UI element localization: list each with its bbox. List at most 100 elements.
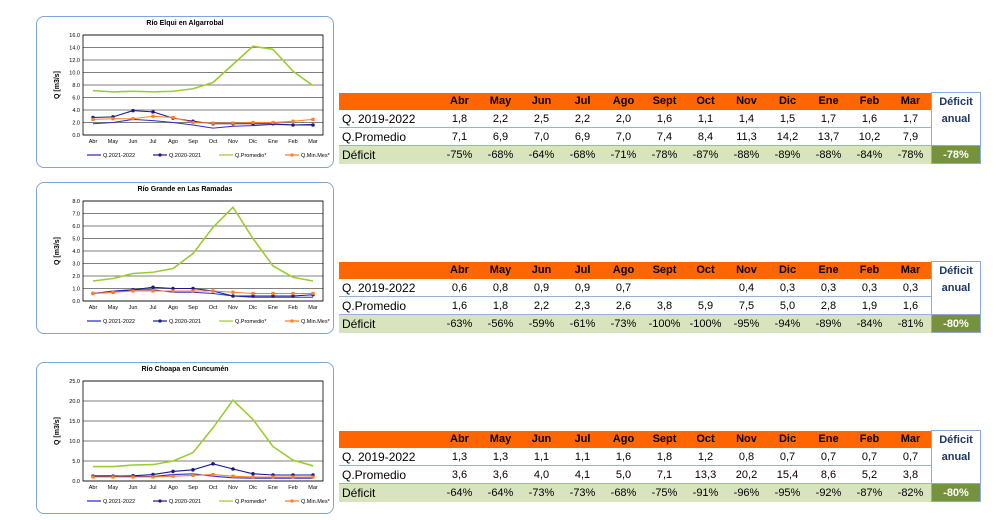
table-cell: 1,4 [726, 110, 767, 128]
deficit-row: Déficit -64% -64% -73% -73% -68% -75% -91% -96% -… [339, 483, 981, 502]
table-cell: 1,5 [767, 110, 808, 128]
table-cell: 2,3 [562, 296, 603, 315]
data-point [191, 120, 195, 125]
deficit-cell: -68% [562, 145, 603, 164]
y-tick-label: 6.0 [72, 96, 80, 102]
deficit-cell: -73% [603, 314, 644, 333]
legend-marker [290, 319, 294, 323]
month-header: Abr [439, 92, 480, 110]
chart-card: Río Choapa en Cuncumén 0.0 5.0 10.0 15.0 20.… [36, 362, 334, 514]
series-line [93, 463, 313, 477]
month-header: Oct [685, 261, 726, 279]
data-point [291, 119, 295, 123]
data-point [311, 123, 315, 127]
deficit-cell: -87% [849, 483, 890, 502]
legend-label: Q.Min.Mes* [301, 499, 331, 505]
month-header: Nov [726, 261, 767, 279]
x-tick-label: Ene [268, 485, 278, 491]
deficit-cell: -92% [808, 483, 849, 502]
line-chart: 0.0 1.0 2.0 3.0 4.0 5.0 6.0 7.0 8.0 Abr May Jun Jul A… [54, 199, 331, 325]
table-cell: 14,2 [767, 127, 808, 146]
month-header: Abr [439, 430, 480, 448]
deficit-annual-label-2: anual [931, 110, 981, 128]
data-point [231, 467, 235, 471]
table-cell [644, 279, 685, 297]
x-tick-label: Jun [129, 139, 138, 145]
legend-marker [290, 499, 294, 503]
deficit-annual-label-2: anual [931, 279, 981, 297]
legend-label: Q.Min.Mes* [301, 153, 331, 159]
side-spacer [931, 296, 981, 315]
side-spacer [931, 127, 981, 146]
data-point [151, 114, 155, 118]
table-cell: 2,2 [480, 110, 521, 128]
x-tick-label: Sep [188, 485, 198, 491]
table-row: Q. 2019-2022 1,8 2,2 2,5 2,2 2,0 1,6 1,1 1,4 1,5 1… [339, 110, 981, 128]
deficit-cell: -84% [849, 145, 890, 164]
deficit-cell: -100% [685, 314, 726, 333]
deficit-cell: -73% [562, 483, 603, 502]
data-point [231, 474, 235, 478]
panel-choapa: Río Choapa en Cuncumén 0.0 5.0 10.0 15.0 20.… [0, 346, 1004, 516]
table-cell: 7,1 [644, 465, 685, 484]
deficit-cell: -63% [439, 314, 480, 333]
series-line [93, 398, 314, 468]
table-cell: 4,0 [521, 465, 562, 484]
x-tick-label: Jul [149, 305, 156, 311]
y-axis-label: Q [m3/s] [54, 237, 61, 265]
table-cell: 0,6 [439, 279, 480, 297]
deficit-cell: -75% [439, 145, 480, 164]
deficit-cell: -84% [849, 314, 890, 333]
legend-label: Q.Promedio* [235, 499, 267, 505]
x-tick-label: Mar [308, 139, 318, 145]
y-tick-label: 14.0 [69, 46, 80, 52]
month-header: Jul [562, 261, 603, 279]
data-point [271, 291, 275, 296]
table-cell: 13,3 [685, 465, 726, 484]
table-cell: 5,2 [849, 465, 890, 484]
deficit-cell: -88% [726, 145, 767, 164]
month-header: May [480, 430, 521, 448]
x-tick-label: Jun [129, 305, 138, 311]
data-point [151, 110, 155, 114]
table-cell: 5,0 [603, 465, 644, 484]
table-cell: 0,3 [849, 279, 890, 297]
x-tick-label: Dic [249, 305, 257, 311]
table-cell: 1,6 [603, 448, 644, 466]
month-header: Jul [562, 430, 603, 448]
data-point [91, 475, 95, 479]
deficit-cell: -64% [439, 483, 480, 502]
x-tick-label: Jul [149, 139, 156, 145]
side-spacer [931, 465, 981, 484]
annual-deficit-total: -80% [931, 483, 981, 502]
table-cell: 0,7 [603, 279, 644, 297]
table-cell: 10,2 [849, 127, 890, 146]
legend-label: Q.Promedio* [235, 153, 267, 159]
data-point [131, 289, 135, 293]
table-cell: 7,5 [726, 296, 767, 315]
table-cell: 0,8 [726, 448, 767, 466]
data-point [231, 294, 235, 298]
data-point [231, 290, 235, 294]
deficit-cell: -64% [480, 483, 521, 502]
header-corner [339, 430, 439, 448]
table-cell: 3,8 [890, 465, 932, 484]
x-tick-label: May [108, 305, 119, 311]
data-point [151, 289, 155, 293]
table-cell: 1,6 [890, 296, 932, 315]
data-point [231, 121, 235, 125]
deficit-cell: -88% [808, 145, 849, 164]
x-tick-label: Oct [209, 485, 218, 491]
row-label: Q.Promedio [339, 465, 439, 484]
table-cell: 0,7 [890, 448, 932, 466]
data-table: Abr May Jun Jul Ago Sept Oct Nov Dic Ene Feb Mar Déf… [339, 430, 981, 502]
data-point [291, 123, 295, 127]
table-cell: 4,1 [562, 465, 603, 484]
y-tick-label: 7.0 [72, 212, 80, 218]
table-row: Q. 2019-2022 0,6 0,8 0,9 0,9 0,7 0,4 0,3 0,3 0,3 0… [339, 279, 981, 297]
y-tick-label: 6.0 [72, 224, 80, 230]
data-point [111, 290, 115, 294]
deficit-cell: -78% [644, 145, 685, 164]
data-point [251, 294, 255, 298]
legend-label: Q.2021-2022 [103, 153, 135, 159]
